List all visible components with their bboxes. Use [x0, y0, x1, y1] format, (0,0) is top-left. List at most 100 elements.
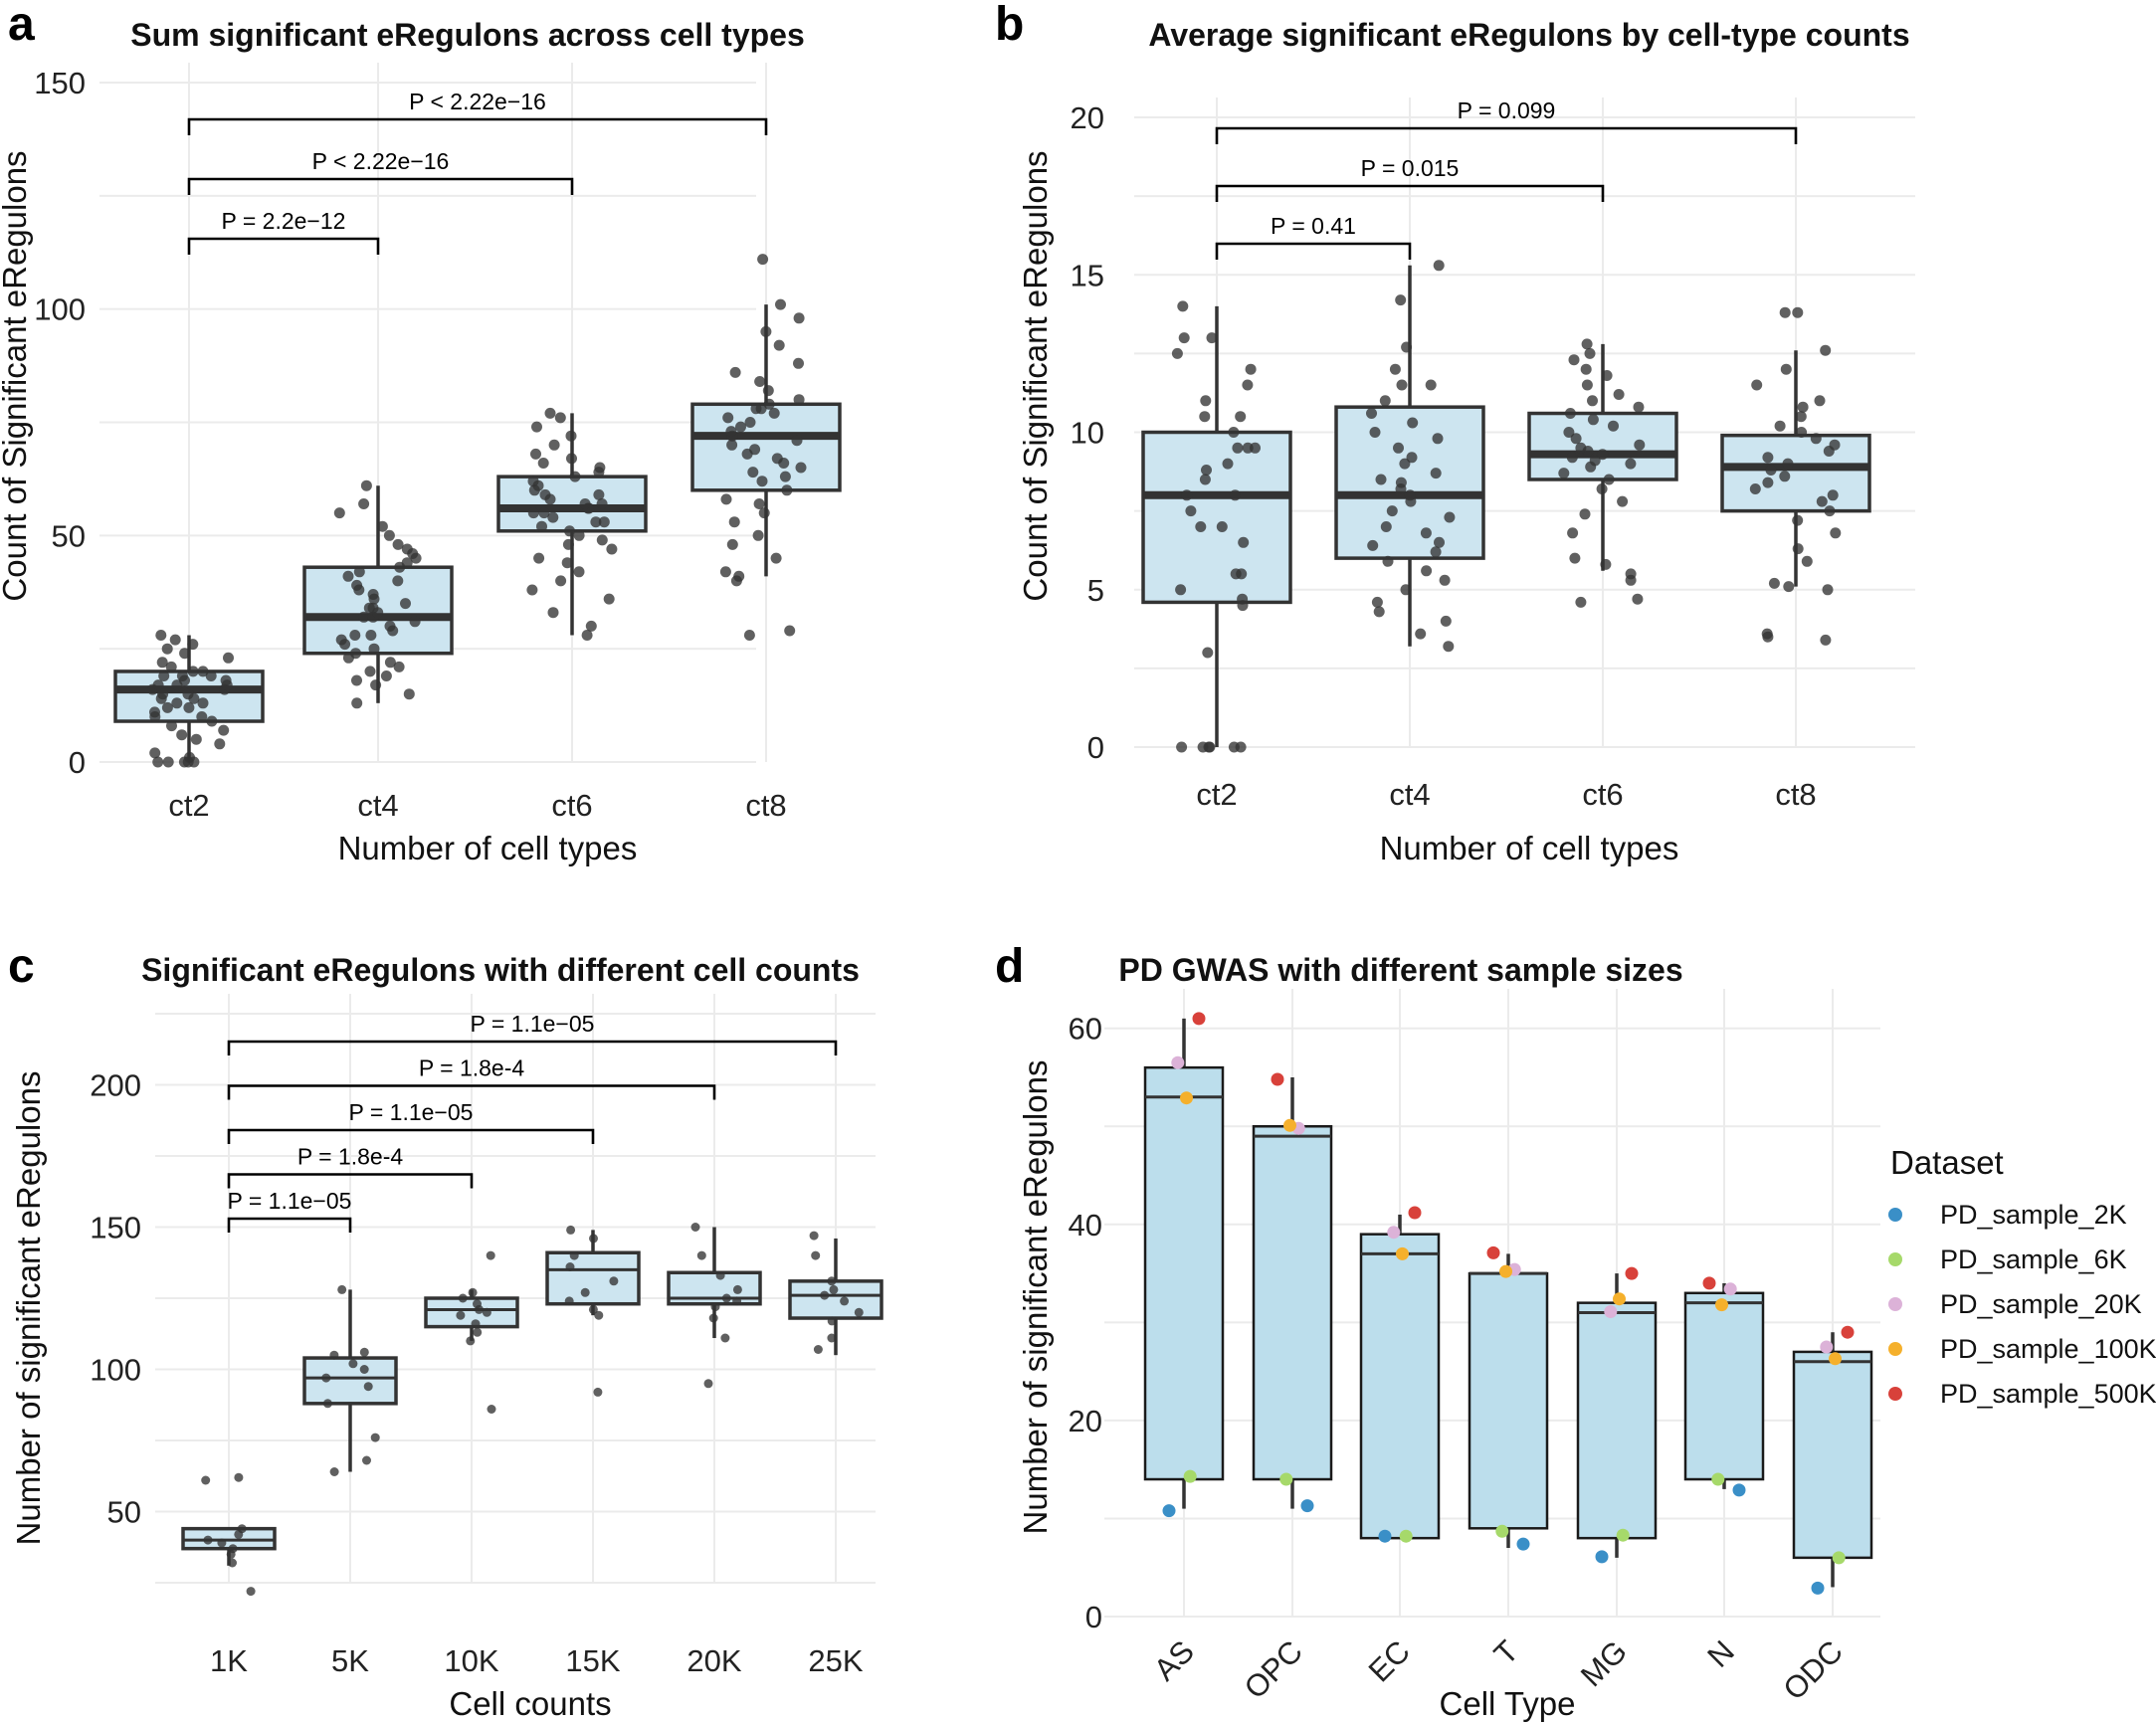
data-point	[809, 1231, 819, 1241]
data-point	[184, 751, 195, 763]
data-point	[728, 516, 740, 528]
data-point	[473, 1327, 483, 1337]
data-point	[1375, 474, 1387, 485]
data-point	[775, 298, 786, 310]
data-point	[573, 566, 585, 578]
data-point	[795, 462, 807, 474]
y-axis-label: Count of Significant eRegulons	[0, 150, 33, 601]
y-tick-label: 15	[1071, 258, 1104, 292]
box-ct8	[1720, 433, 1871, 513]
data-point	[1439, 574, 1451, 586]
data-point	[393, 661, 405, 672]
data-point	[793, 312, 805, 324]
data-point	[1625, 568, 1637, 580]
data-point	[401, 557, 413, 569]
data-point	[588, 1304, 598, 1314]
data-point	[149, 711, 161, 722]
data-point	[813, 1345, 823, 1354]
chart-title: Sum significant eRegulons across cell ty…	[130, 17, 805, 53]
point-PD_sample_100K	[1715, 1298, 1728, 1312]
legend-label: PD_sample_500K	[1940, 1379, 2156, 1409]
data-point	[1235, 411, 1247, 423]
data-point	[1199, 411, 1211, 423]
data-point	[149, 747, 161, 759]
data-point	[179, 648, 191, 660]
data-point	[1238, 536, 1250, 548]
data-point	[246, 1587, 256, 1597]
data-point	[1829, 439, 1841, 451]
chart-title: Average significant eRegulons by cell-ty…	[1148, 17, 1909, 53]
data-point	[384, 620, 396, 632]
data-point	[166, 720, 177, 732]
data-point	[793, 394, 805, 406]
data-point	[547, 511, 559, 523]
point-PD_sample_6K	[1183, 1469, 1197, 1483]
data-point	[183, 701, 195, 713]
data-point	[827, 1333, 837, 1343]
data-point	[368, 643, 380, 655]
p-value-label: P < 2.22e−16	[409, 89, 546, 114]
point-PD_sample_500K	[1271, 1072, 1284, 1086]
data-point	[732, 1284, 742, 1294]
data-point	[234, 1472, 244, 1482]
data-point	[594, 462, 606, 474]
data-point	[1830, 527, 1842, 539]
data-point	[363, 602, 375, 614]
data-point	[409, 616, 421, 628]
box-T	[1468, 1271, 1549, 1530]
data-point	[176, 670, 188, 681]
data-point	[531, 421, 542, 433]
data-point	[827, 1316, 837, 1326]
data-point	[155, 630, 167, 641]
data-point	[762, 385, 774, 397]
point-PD_sample_100K	[1396, 1246, 1409, 1260]
x-axis-label: Number of cell types	[1380, 830, 1679, 866]
data-point	[527, 476, 539, 487]
data-point	[722, 412, 734, 424]
legend-label: PD_sample_20K	[1940, 1289, 2142, 1319]
x-tick-label: 20K	[686, 1643, 741, 1678]
data-point	[593, 488, 605, 500]
data-point	[725, 426, 737, 438]
data-point	[1195, 521, 1207, 532]
data-point	[1575, 442, 1587, 454]
data-point	[329, 1350, 339, 1360]
data-point	[1814, 395, 1826, 407]
data-point	[1395, 477, 1407, 488]
data-point	[703, 1379, 713, 1389]
data-point	[1824, 505, 1836, 517]
data-point	[1816, 495, 1828, 507]
data-point	[1400, 584, 1412, 596]
significance-bracket	[227, 1128, 595, 1144]
data-point	[840, 1296, 850, 1306]
data-point	[349, 630, 361, 641]
data-point	[720, 1333, 730, 1343]
box-EC	[1359, 1233, 1441, 1540]
significance-bracket	[227, 1173, 474, 1189]
data-point	[201, 1475, 211, 1485]
data-point	[165, 661, 177, 672]
y-tick-label: 200	[90, 1068, 141, 1103]
data-point	[827, 1276, 837, 1286]
data-point	[218, 724, 230, 736]
data-point	[471, 1319, 481, 1329]
data-point	[1603, 474, 1615, 485]
point-PD_sample_6K	[1279, 1472, 1293, 1486]
y-tick-label: 0	[69, 745, 86, 780]
data-point	[456, 1310, 466, 1320]
data-point	[779, 471, 791, 482]
data-point	[1222, 458, 1234, 470]
point-PD_sample_2K	[1811, 1581, 1825, 1595]
point-PD_sample_500K	[1192, 1012, 1206, 1026]
data-point	[376, 520, 388, 532]
data-point	[1235, 741, 1247, 753]
data-point	[1634, 439, 1646, 451]
data-point	[1237, 593, 1249, 605]
data-point	[1201, 465, 1212, 476]
data-point	[590, 516, 602, 528]
significance-bracket	[187, 177, 574, 195]
box-MG	[1576, 1301, 1658, 1540]
data-point	[526, 584, 538, 596]
x-tick-label: ct6	[551, 788, 592, 823]
data-point	[156, 657, 168, 669]
